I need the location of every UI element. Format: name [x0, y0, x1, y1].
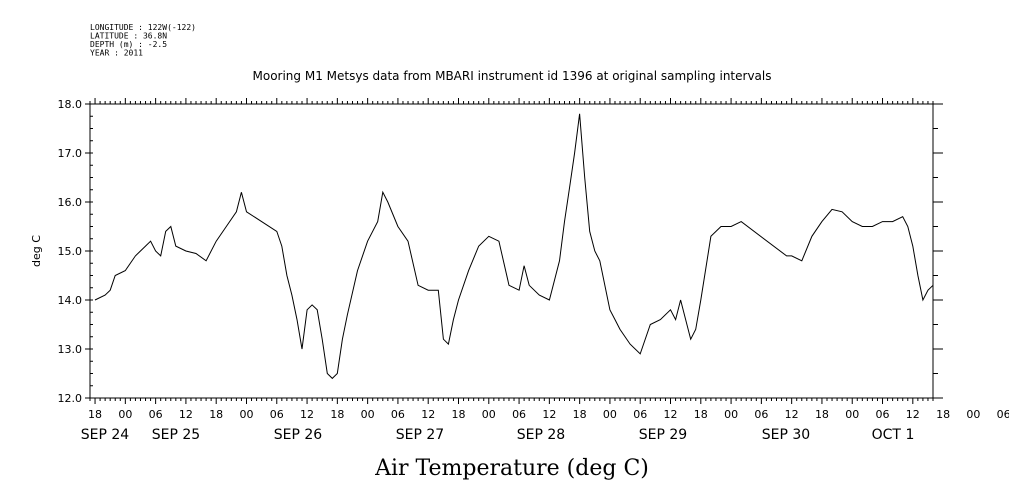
x-tick-label: 06 — [754, 408, 768, 421]
x-axis-title: Air Temperature (deg C) — [374, 456, 649, 481]
x-tick-label: 12 — [542, 408, 556, 421]
x-day-label: SEP 29 — [639, 427, 687, 443]
x-day-label: SEP 27 — [396, 427, 444, 443]
chart-title: Mooring M1 Metsys data from MBARI instru… — [253, 69, 772, 83]
meta-line: LONGITUDE : 122W(-122) — [90, 23, 196, 32]
x-tick-label: 12 — [785, 408, 799, 421]
y-tick-label: 13.0 — [58, 343, 83, 356]
x-tick-label: 00 — [966, 408, 980, 421]
x-tick-label: 12 — [300, 408, 314, 421]
x-tick-label: 06 — [512, 408, 526, 421]
x-tick-label: 00 — [118, 408, 132, 421]
x-tick-label: 00 — [724, 408, 738, 421]
x-tick-label: 00 — [482, 408, 496, 421]
x-tick-label: 06 — [997, 408, 1009, 421]
x-tick-label: 12 — [664, 408, 678, 421]
x-axis: 18 00 06 12 18 00 06 12 18 00 06 12 18 00 06 12 18 00 06 12… — [81, 98, 1009, 443]
x-tick-label: 12 — [421, 408, 435, 421]
meta-line: DEPTH (m) : -2.5 — [90, 40, 167, 49]
y-axis: 12.0 13.0 14.0 15.0 16.0 17.0 18.0 — [58, 98, 943, 405]
x-tick-label: 12 — [179, 408, 193, 421]
plot-frame — [89, 103, 934, 399]
y-tick-label: 14.0 — [58, 294, 83, 307]
x-tick-label: 00 — [361, 408, 375, 421]
x-tick-label: 06 — [633, 408, 647, 421]
y-tick-label: 15.0 — [58, 245, 83, 258]
x-tick-label: 00 — [603, 408, 617, 421]
x-tick-label: 18 — [451, 408, 465, 421]
series-group — [94, 113, 934, 380]
x-tick-label: 00 — [239, 408, 253, 421]
x-day-label: SEP 24 — [81, 427, 130, 443]
meta-line: YEAR : 2011 — [90, 49, 143, 58]
x-day-label: SEP 26 — [274, 427, 323, 443]
x-tick-label: 06 — [876, 408, 890, 421]
x-day-label: SEP 30 — [762, 427, 810, 443]
x-tick-label: 00 — [845, 408, 859, 421]
x-tick-label: 18 — [936, 408, 950, 421]
x-tick-label: 18 — [815, 408, 829, 421]
x-tick-label: 12 — [906, 408, 920, 421]
metadata-block: LONGITUDE : 122W(-122)LATITUDE : 36.8NDE… — [90, 23, 196, 58]
x-day-label: SEP 28 — [517, 427, 565, 443]
y-tick-label: 16.0 — [58, 196, 83, 209]
x-day-label: SEP 25 — [152, 427, 200, 443]
x-tick-label: 18 — [209, 408, 223, 421]
meta-line: LATITUDE : 36.8N — [90, 32, 167, 41]
x-tick-label: 18 — [694, 408, 708, 421]
series-line — [94, 113, 934, 380]
y-tick-label: 17.0 — [58, 147, 83, 160]
x-tick-label: 18 — [573, 408, 587, 421]
x-tick-label: 06 — [270, 408, 284, 421]
y-tick-label: 18.0 — [58, 98, 83, 111]
x-day-label: OCT 1 — [872, 427, 915, 443]
x-tick-label: 18 — [330, 408, 344, 421]
x-tick-label: 18 — [88, 408, 102, 421]
y-tick-label: 12.0 — [58, 392, 83, 405]
x-tick-label: 06 — [391, 408, 405, 421]
x-tick-label: 06 — [149, 408, 163, 421]
y-axis-label: deg C — [30, 235, 43, 267]
